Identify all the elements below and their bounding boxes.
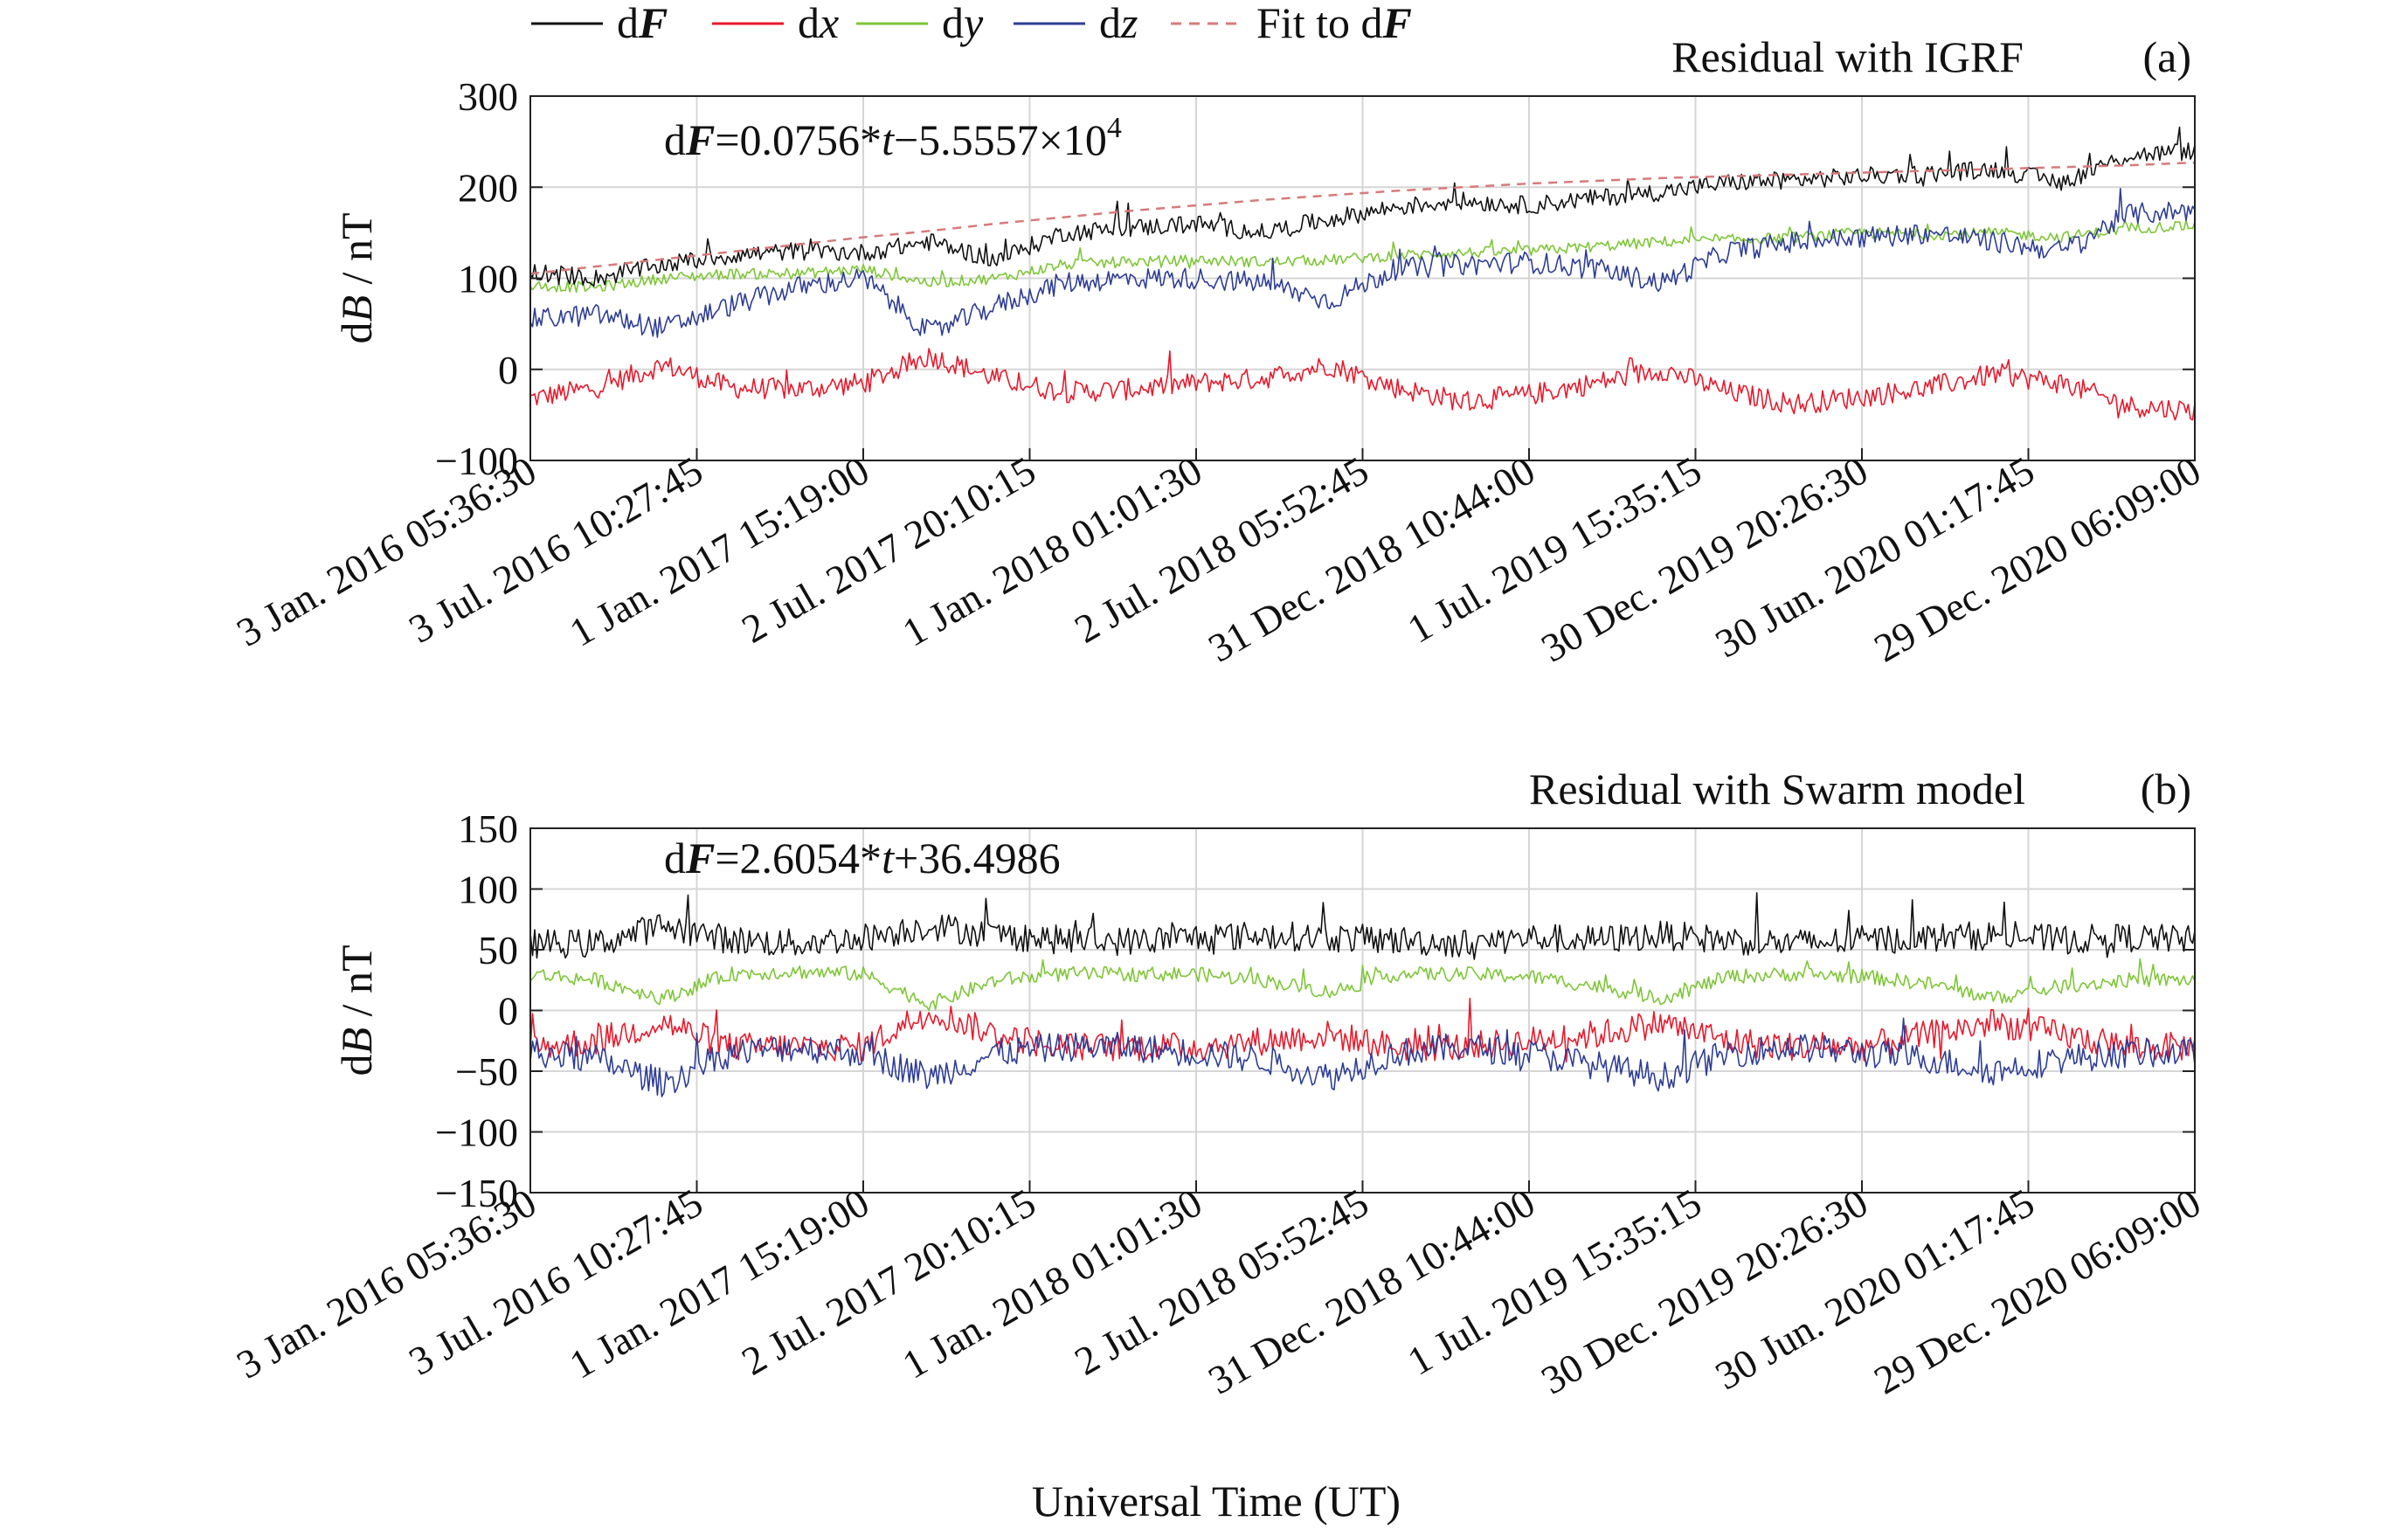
panel-b-id: (b) [2141,765,2191,813]
panel-a-x-ticks: 3 Jan. 2016 05:36:303 Jul. 2016 10:27:45… [229,447,2208,670]
y-tick-label: −100 [435,439,518,483]
legend-label: dF [617,0,668,47]
panel-b-grid [529,827,2196,1194]
panel-a-y-ticks: −100 0 100 200 300 [435,74,2195,483]
y-tick-label: 200 [458,165,518,210]
y-tick-label: −100 [435,1110,518,1155]
legend-label: dy [942,0,984,47]
panel-a-id: (a) [2143,32,2192,81]
panel-a-series [529,126,2196,421]
y-tick-label: 100 [458,257,518,301]
panel-a-y-label: dB / nT [332,213,381,344]
y-tick-label: 150 [458,806,518,851]
y-tick-label: 300 [458,74,518,119]
legend-label: Fit to dF [1256,0,1412,47]
y-tick-label: −50 [455,1049,518,1094]
legend-item: Fit to dF [1171,0,1412,47]
panel-b-series [529,892,2196,1097]
legend-item: dF [531,0,668,47]
x-tick-label: 1 Jan. 2017 15:19:00 [562,447,876,654]
legend-label: dx [798,0,839,47]
y-tick-label: −150 [435,1171,518,1215]
series-line-dx [529,997,2196,1063]
series-line-dz [529,188,2196,338]
x-tick-label: 2 Jul. 2017 20:10:15 [734,447,1042,651]
panel-b-y-ticks: −150 −100 −50 0 50 100 150 [435,806,2195,1215]
y-tick-label: 0 [498,348,518,392]
series-line-df [529,126,2196,287]
panel-a-title: Residual with IGRF [1671,32,2024,81]
panel-a-equation: dF=0.0756*t−5.5557×104 [664,112,1122,164]
panel-b-equation: dF=2.6054*t+36.4986 [664,834,1061,882]
x-tick-label: 1 Jan. 2017 15:19:00 [562,1180,876,1387]
x-tick-label: 1 Jan. 2018 01:01:30 [895,447,1209,654]
y-tick-label: 0 [498,989,518,1034]
x-tick-label: 3 Jan. 2016 05:36:30 [229,447,543,654]
legend-item: dz [1014,0,1138,47]
panel-b-title: Residual with Swarm model [1529,765,2025,813]
panel-a: Residual with IGRF (a) −100 0 100 200 300 3 … [229,32,2208,670]
x-tick-label: 3 Jan. 2016 05:36:30 [229,1180,543,1387]
series-line-dx [529,348,2196,421]
series-line-dy [529,958,2196,1012]
x-tick-label: 1 Jan. 2018 01:01:30 [895,1180,1209,1387]
series-line-df [529,892,2196,960]
panel-b-x-ticks: 3 Jan. 2016 05:36:303 Jul. 2016 10:27:45… [229,1180,2208,1402]
series-line-fit [529,161,2196,275]
series-line-dz [529,1017,2196,1097]
legend-item: dx [712,0,839,47]
legend-item: dy [856,0,984,47]
panel-b: Residual with Swarm model (b) −150 −100 −5… [229,765,2208,1402]
x-axis-label: Universal Time (UT) [1032,1477,1401,1526]
legend: dF dx dy dz Fit to dF [531,0,1412,47]
panel-b-y-label: dB / nT [332,945,381,1076]
y-tick-label: 50 [478,928,518,972]
x-tick-label: 2 Jul. 2017 20:10:15 [734,1180,1042,1383]
y-tick-label: 100 [458,868,518,912]
legend-label: dz [1099,0,1138,47]
